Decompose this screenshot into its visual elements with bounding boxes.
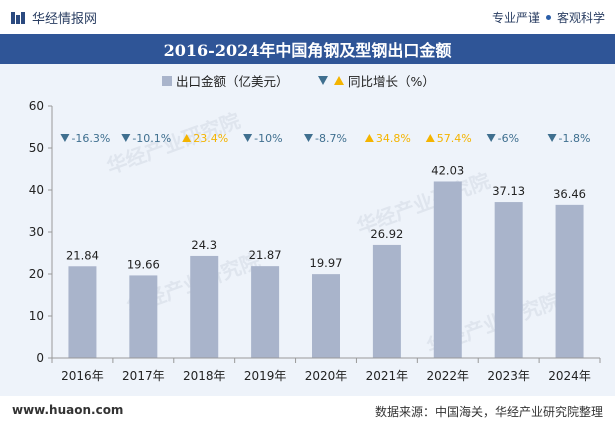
bar [190, 255, 219, 358]
yoy-up-triangle-icon [182, 134, 192, 142]
yoy-down-triangle-icon [60, 134, 70, 142]
legend-label-amount: 出口金额（亿美元） [176, 74, 289, 89]
bar-value-label: 37.13 [492, 184, 525, 198]
x-tick-label: 2017年 [122, 369, 165, 383]
brand: 华经情报网 [10, 8, 97, 27]
tagline-dot-icon [545, 15, 551, 20]
yoy-down-triangle-icon [547, 134, 557, 142]
yoy-label: -1.8% [559, 132, 591, 145]
y-tick-label: 30 [29, 225, 44, 239]
bar [555, 204, 584, 358]
x-tick-label: 2018年 [183, 369, 226, 383]
bar-value-label: 21.87 [249, 248, 282, 262]
yoy-label: 23.4% [193, 132, 228, 145]
tagline-right: 客观科学 [556, 11, 605, 25]
footer: www.huaon.com 数据来源：中国海关，华经产业研究院整理 [0, 396, 615, 427]
yoy-label: -8.7% [315, 132, 347, 145]
legend-label-yoy: 同比增长（%） [348, 74, 435, 89]
yoy-down-triangle-icon [243, 134, 253, 142]
y-tick-label: 50 [29, 141, 44, 155]
y-tick-label: 0 [36, 351, 44, 365]
x-tick-label: 2023年 [487, 369, 530, 383]
x-tick-label: 2022年 [427, 369, 470, 383]
legend-up-triangle-icon [334, 76, 344, 85]
legend: 出口金额（亿美元） 同比增长（%） [162, 74, 435, 89]
bars: 21.84 19.66 24.3 21.87 19.97 26.92 42.03 37.13 3… [66, 163, 586, 358]
yoy-label: -10.1% [132, 132, 171, 145]
tagline: 专业严谨 客观科学 [492, 9, 605, 26]
yoy-label: -16.3% [71, 132, 110, 145]
brand-name: 华经情报网 [32, 12, 98, 27]
x-tick-label: 2024年 [548, 369, 591, 383]
yoy-label: -10% [254, 132, 282, 145]
x-axis: 2016年 2017年 2018年 2019年 2020年 2021年 2022年 2023年… [51, 357, 601, 383]
bar-value-label: 24.3 [191, 238, 217, 252]
site-url: www.huaon.com [12, 403, 124, 417]
bar [372, 244, 401, 358]
y-tick-label: 40 [29, 183, 44, 197]
yoy-row: -16.3% -10.1% 23.4% -10% -8.7% 34.8% 57.4% -6% -… [60, 132, 590, 145]
bar [129, 275, 158, 358]
title-bar: 2016-2024年中国角钢及型钢出口金额 [0, 34, 615, 64]
bar [494, 202, 523, 358]
bar-value-label: 21.84 [66, 248, 99, 262]
bar-chart: 华经产业研究院华经产业研究院华经产业研究院华经产业研究院 出口金额（亿美元）同比… [29, 74, 601, 383]
bar-value-label: 19.66 [127, 257, 160, 271]
bar-value-label: 42.03 [431, 163, 464, 177]
y-tick-label: 20 [29, 267, 44, 281]
yoy-label: -6% [498, 132, 519, 145]
yoy-down-triangle-icon [486, 134, 496, 142]
bar [433, 181, 462, 358]
legend-bar-swatch [162, 76, 172, 86]
tagline-left: 专业严谨 [491, 11, 540, 25]
yoy-label: 34.8% [376, 132, 411, 145]
x-tick-label: 2020年 [305, 369, 348, 383]
x-tick-label: 2021年 [366, 369, 409, 383]
brand-logo-icon [11, 11, 25, 24]
y-axis: 0 10 20 30 40 50 60 [29, 99, 53, 365]
yoy-label: 57.4% [437, 132, 472, 145]
legend-down-triangle-icon [318, 76, 328, 85]
yoy-up-triangle-icon [364, 134, 374, 142]
x-tick-label: 2016年 [61, 369, 104, 383]
bar [251, 266, 280, 358]
top-bar: 华经情报网 专业严谨 客观科学 [0, 0, 615, 34]
yoy-down-triangle-icon [121, 134, 131, 142]
x-tick-label: 2019年 [244, 369, 287, 383]
bar [312, 274, 340, 358]
yoy-down-triangle-icon [304, 134, 313, 142]
chart-title: 2016-2024年中国角钢及型钢出口金额 [163, 41, 452, 60]
y-tick-label: 10 [29, 309, 44, 323]
yoy-up-triangle-icon [425, 134, 435, 142]
data-source: 数据来源：中国海关，华经产业研究院整理 [374, 405, 603, 419]
bar-value-label: 26.92 [370, 227, 403, 241]
bar [68, 266, 97, 358]
bar-value-label: 36.46 [553, 187, 586, 201]
bar-value-label: 19.97 [310, 256, 343, 270]
y-tick-label: 60 [29, 99, 44, 113]
